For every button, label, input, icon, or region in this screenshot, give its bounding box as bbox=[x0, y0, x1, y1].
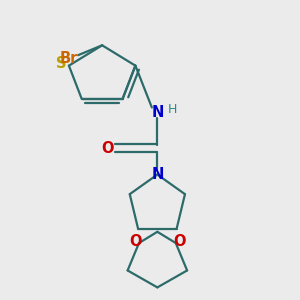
Text: O: O bbox=[173, 234, 186, 249]
Text: H: H bbox=[167, 103, 177, 116]
Text: S: S bbox=[56, 56, 66, 70]
Text: O: O bbox=[101, 141, 114, 156]
Text: Br: Br bbox=[60, 51, 78, 66]
Text: N: N bbox=[151, 105, 164, 120]
Text: N: N bbox=[151, 167, 164, 182]
Text: O: O bbox=[129, 234, 142, 249]
